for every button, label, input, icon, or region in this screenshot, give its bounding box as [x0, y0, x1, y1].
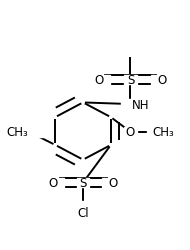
Text: O: O [126, 126, 135, 139]
FancyBboxPatch shape [77, 178, 89, 188]
FancyBboxPatch shape [124, 75, 137, 85]
FancyBboxPatch shape [13, 128, 43, 137]
Text: S: S [127, 74, 134, 87]
Text: S: S [79, 176, 87, 189]
FancyBboxPatch shape [124, 128, 137, 137]
FancyBboxPatch shape [102, 178, 115, 188]
FancyBboxPatch shape [51, 178, 64, 188]
FancyBboxPatch shape [151, 75, 164, 85]
Text: CH₃: CH₃ [6, 126, 28, 139]
Text: O: O [94, 74, 104, 87]
FancyBboxPatch shape [97, 75, 110, 85]
Text: O: O [158, 74, 167, 87]
Text: O: O [108, 176, 118, 189]
Text: O: O [48, 176, 58, 189]
Text: NH: NH [132, 98, 149, 111]
FancyBboxPatch shape [147, 128, 162, 137]
Text: Cl: Cl [77, 206, 89, 219]
FancyBboxPatch shape [72, 202, 94, 211]
Text: CH₃: CH₃ [153, 126, 174, 139]
FancyBboxPatch shape [121, 100, 142, 110]
